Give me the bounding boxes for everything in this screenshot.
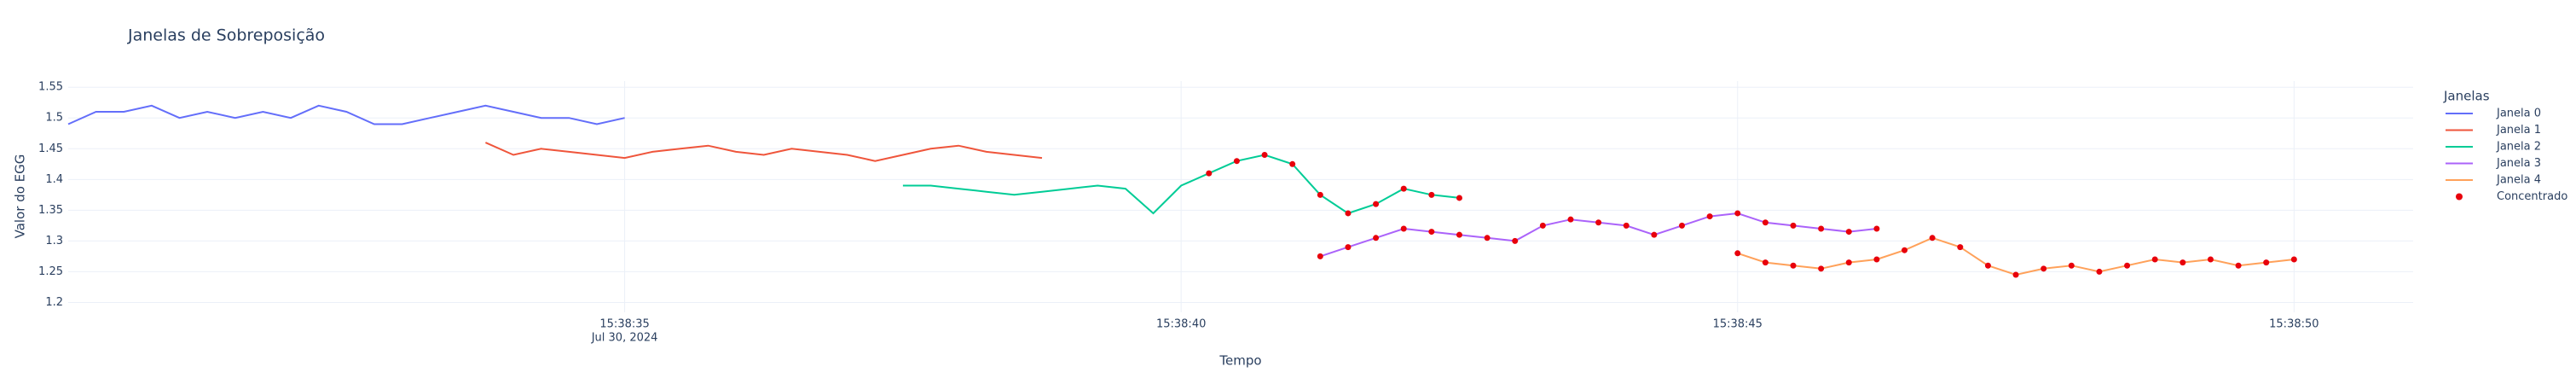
point — [1818, 265, 1825, 272]
y-tick-label: 1.55 — [38, 81, 63, 94]
x-axis-title: Tempo — [1219, 353, 1261, 369]
point — [1428, 191, 1435, 198]
y-tick-label: 1.45 — [38, 143, 63, 155]
x-tick-label: 15:38:45 — [1713, 318, 1763, 331]
point — [1317, 191, 1323, 198]
legend-label: Janela 1 — [2496, 124, 2541, 137]
y-tick-label: 1.3 — [45, 235, 63, 247]
legend-label: Janela 2 — [2496, 141, 2541, 154]
point — [1206, 170, 1213, 177]
x-tick-label: 15:38:35 — [599, 318, 649, 331]
x-tick-label: 15:38:50 — [2269, 318, 2318, 331]
point — [1706, 213, 1713, 220]
legend-label: Janela 0 — [2496, 108, 2541, 120]
legend-label: Janela 3 — [2496, 157, 2541, 170]
point — [1595, 219, 1602, 226]
chart-title: Janelas de Sobreposição — [127, 26, 325, 45]
x-tick-label: 15:38:40 — [1156, 318, 1206, 331]
point — [1345, 244, 1352, 251]
point — [1400, 185, 1407, 192]
point — [1567, 216, 1574, 223]
y-tick-label: 1.2 — [45, 296, 63, 309]
point — [2263, 259, 2270, 266]
y-tick-label: 1.35 — [38, 204, 63, 217]
point — [1902, 247, 1908, 253]
point — [2068, 262, 2075, 269]
point — [1734, 210, 1741, 217]
y-tick-label: 1.5 — [45, 112, 63, 125]
point — [1790, 222, 1797, 229]
point — [2096, 268, 2103, 275]
point — [1317, 253, 1323, 259]
point — [1651, 231, 1658, 238]
point — [1845, 259, 1852, 266]
point — [1984, 262, 1991, 269]
point — [1233, 158, 1240, 165]
y-axis-title: Valor do EGG — [13, 154, 28, 239]
point — [1873, 225, 1880, 232]
point — [1400, 225, 1407, 232]
point — [1373, 201, 1380, 207]
series-line — [902, 154, 1460, 215]
point — [1679, 222, 1686, 229]
y-tick-label: 1.25 — [38, 265, 63, 278]
point — [1957, 244, 1964, 251]
point — [1734, 250, 1741, 257]
point — [2235, 262, 2242, 269]
point — [1428, 229, 1435, 236]
point — [1762, 219, 1768, 226]
legend-title: Janelas — [2443, 89, 2490, 104]
point — [1623, 222, 1630, 229]
legend-label: Concentrado — [2497, 190, 2567, 203]
point — [1762, 259, 1768, 266]
point — [1484, 235, 1491, 241]
point — [2041, 265, 2047, 272]
point — [1818, 225, 1825, 232]
series-line — [484, 142, 1043, 162]
point — [2207, 256, 2214, 263]
point — [1790, 262, 1797, 269]
point — [1456, 231, 1462, 238]
point — [2179, 259, 2186, 266]
point — [1845, 229, 1852, 236]
point — [2151, 256, 2158, 263]
point — [2124, 262, 2131, 269]
point — [2012, 271, 2019, 278]
legend-label: Janela 4 — [2496, 174, 2541, 187]
x-date-label: Jul 30, 2024 — [591, 332, 658, 345]
point — [1373, 235, 1380, 241]
point — [1261, 151, 1268, 158]
point — [1873, 256, 1880, 263]
point — [1512, 237, 1519, 244]
point — [2290, 256, 2297, 263]
y-tick-label: 1.4 — [45, 173, 63, 186]
point — [1345, 210, 1352, 217]
point — [1539, 222, 1546, 229]
legend-swatch — [2456, 193, 2463, 201]
point — [1456, 195, 1462, 201]
point — [1289, 160, 1296, 167]
point — [1929, 235, 1936, 241]
series-line — [67, 104, 625, 125]
